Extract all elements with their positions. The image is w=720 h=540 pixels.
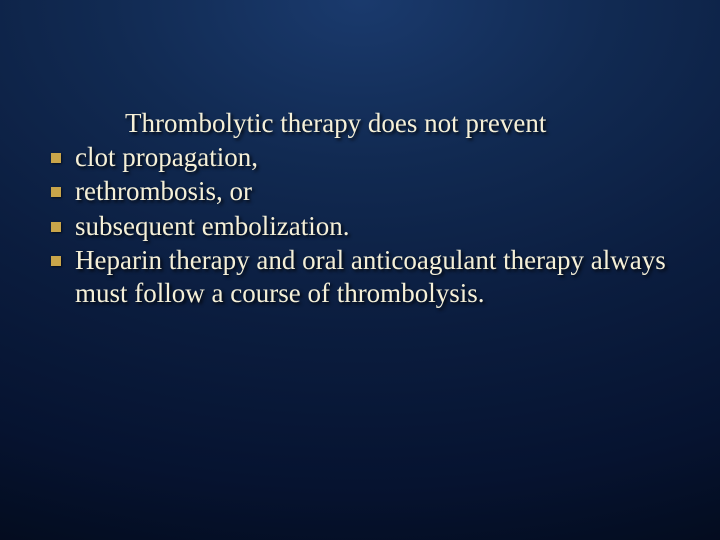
bullet-icon	[51, 256, 61, 266]
slide-container: Thrombolytic therapy does not prevent cl…	[0, 0, 720, 540]
bullet-icon	[51, 222, 61, 232]
bullet-row-0: clot propagation,	[45, 141, 675, 173]
bullet-icon	[51, 187, 61, 197]
bullet-icon	[51, 153, 61, 163]
bullet-row-3: Heparin therapy and oral anticoagulant t…	[45, 244, 675, 309]
bullet-row-1: rethrombosis, or	[45, 175, 675, 207]
bullet-text-1: rethrombosis, or	[75, 175, 675, 207]
bullet-text-0: clot propagation,	[75, 141, 675, 173]
intro-text: Thrombolytic therapy does not prevent	[125, 108, 675, 139]
bullet-text-3: Heparin therapy and oral anticoagulant t…	[75, 244, 675, 309]
bullet-row-2: subsequent embolization.	[45, 210, 675, 242]
bullet-text-2: subsequent embolization.	[75, 210, 675, 242]
